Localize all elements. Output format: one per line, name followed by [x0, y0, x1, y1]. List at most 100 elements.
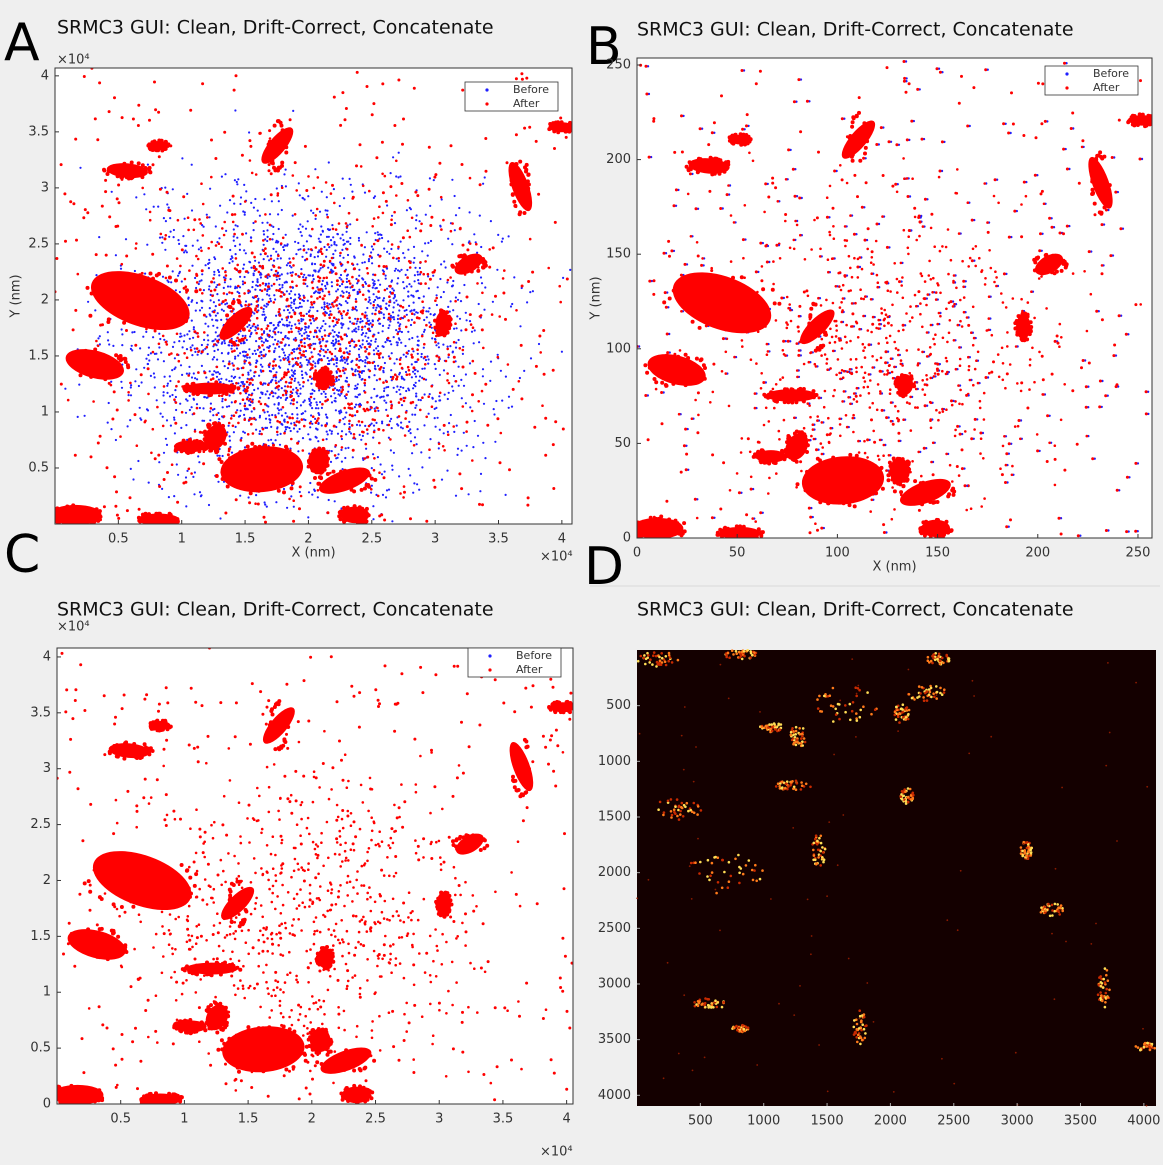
point [427, 310, 429, 312]
point [71, 503, 75, 507]
point [371, 485, 373, 487]
point [377, 410, 379, 412]
point [96, 138, 99, 141]
point [259, 284, 262, 287]
point [318, 412, 320, 414]
point [196, 332, 199, 335]
point [278, 412, 280, 414]
point [332, 470, 336, 474]
point [236, 183, 238, 185]
point [182, 195, 185, 198]
point [219, 205, 221, 207]
point [428, 146, 431, 149]
point [221, 267, 224, 270]
point [400, 386, 402, 388]
point [322, 264, 325, 267]
point [430, 385, 433, 388]
point [286, 416, 288, 418]
point [466, 296, 469, 299]
point [404, 434, 407, 437]
point [268, 301, 271, 304]
point [327, 267, 329, 269]
point [322, 338, 325, 341]
point [450, 414, 452, 416]
point [208, 504, 210, 506]
point [458, 339, 460, 341]
point [151, 148, 155, 152]
point [404, 397, 407, 400]
point [255, 365, 258, 368]
point [364, 314, 367, 317]
point [311, 356, 314, 359]
point [443, 332, 447, 336]
point [482, 368, 484, 370]
point [431, 337, 433, 339]
point [268, 259, 270, 261]
point [335, 338, 337, 340]
point [226, 211, 228, 213]
point [371, 467, 373, 469]
point [171, 369, 173, 371]
point [269, 421, 271, 423]
point [906, 349, 909, 352]
point [251, 410, 253, 412]
panel-title: SRMC3 GUI: Clean, Drift-Correct, Concate… [637, 19, 1074, 41]
point [334, 454, 337, 457]
point [988, 249, 991, 252]
point [991, 334, 994, 337]
point [209, 315, 211, 317]
point [213, 311, 216, 314]
point [250, 369, 252, 371]
point [233, 240, 235, 242]
point [309, 274, 311, 276]
point [207, 334, 209, 336]
point [283, 373, 286, 376]
point [295, 387, 297, 389]
point [696, 241, 699, 244]
point [139, 347, 141, 349]
y-tick-label: 2 [41, 292, 49, 307]
point [263, 258, 265, 260]
point [261, 393, 263, 395]
point [398, 401, 401, 404]
point [397, 342, 399, 344]
point [371, 225, 374, 228]
point [193, 439, 197, 443]
point [158, 512, 162, 516]
point [277, 325, 279, 327]
point [922, 225, 925, 228]
point [561, 351, 563, 353]
point [890, 324, 893, 327]
point [855, 371, 858, 374]
point [228, 344, 230, 346]
point [472, 326, 475, 329]
point [331, 353, 334, 356]
point [220, 378, 222, 380]
point [291, 274, 294, 277]
point [199, 309, 201, 311]
point [316, 482, 320, 486]
point [505, 376, 507, 378]
point [829, 185, 832, 188]
point [263, 341, 265, 343]
point [810, 351, 813, 354]
point [306, 359, 308, 361]
point [1086, 330, 1089, 333]
point [332, 263, 334, 265]
point [162, 335, 165, 338]
point [170, 231, 172, 233]
point [168, 276, 172, 280]
point [378, 442, 381, 445]
point [147, 512, 151, 516]
point [441, 198, 443, 200]
point [233, 233, 236, 236]
point [267, 405, 269, 407]
point [246, 381, 249, 384]
point [339, 205, 341, 207]
point [423, 424, 425, 426]
point [309, 234, 311, 236]
point [296, 407, 298, 409]
point [1030, 290, 1033, 293]
point [772, 260, 775, 263]
point [355, 364, 358, 367]
